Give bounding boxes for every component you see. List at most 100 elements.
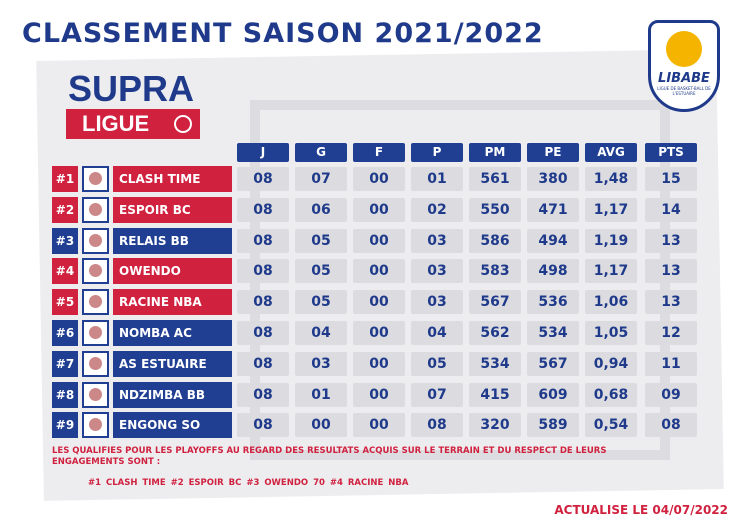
cell-pm: 550 <box>469 197 521 222</box>
cell-p: 02 <box>411 197 463 222</box>
table-row: #5 RACINE NBA 08 05 00 03 567 536 1,06 13 <box>52 289 712 316</box>
cell-g: 05 <box>295 290 347 315</box>
cell-j: 08 <box>237 259 289 284</box>
cell-avg: 1,19 <box>585 228 637 253</box>
cell-pts: 15 <box>645 167 697 191</box>
cell-j: 08 <box>237 382 289 407</box>
team-name: OWENDO <box>113 258 232 285</box>
team-logo-icon <box>82 350 109 377</box>
cell-j: 08 <box>237 167 289 191</box>
column-header-f: F <box>353 143 405 162</box>
qualified-teams: #1 CLASH TIME #2 ESPOIR BC #3 OWENDO 70 … <box>88 478 409 488</box>
cell-f: 00 <box>353 259 405 284</box>
cell-pm: 320 <box>469 413 521 438</box>
cell-pm: 567 <box>469 290 521 315</box>
rank-badge: #5 <box>52 289 78 316</box>
cell-g: 01 <box>295 382 347 407</box>
cell-p: 03 <box>411 259 463 284</box>
team-logo-icon <box>82 227 109 254</box>
table-row: #7 AS ESTUAIRE 08 03 00 05 534 567 0,94 11 <box>52 350 712 377</box>
cell-pe: 567 <box>527 351 579 376</box>
league-logo-title: SUPRA <box>68 68 195 109</box>
team-logo-icon <box>82 320 109 346</box>
cell-f: 00 <box>353 167 405 191</box>
cell-pe: 589 <box>527 413 579 438</box>
team-name: RELAIS BB <box>113 227 232 254</box>
cell-p: 07 <box>411 382 463 407</box>
rank-badge: #2 <box>52 196 78 223</box>
cell-p: 05 <box>411 351 463 376</box>
table-row: #4 OWENDO 08 05 00 03 583 498 1,17 13 <box>52 258 712 285</box>
cell-pts: 08 <box>645 413 697 438</box>
cell-pts: 13 <box>645 290 697 315</box>
table-row: #2 ESPOIR BC 08 06 00 02 550 471 1,17 14 <box>52 196 712 223</box>
team-name: AS ESTUAIRE <box>113 350 232 377</box>
cell-pe: 534 <box>527 321 579 345</box>
cell-j: 08 <box>237 321 289 345</box>
cell-j: 08 <box>237 197 289 222</box>
brand-name: LIBABE <box>658 71 710 86</box>
table-row: #3 RELAIS BB 08 05 00 03 586 494 1,19 13 <box>52 227 712 254</box>
basketball-icon <box>666 31 702 67</box>
cell-g: 05 <box>295 259 347 284</box>
cell-pts: 13 <box>645 259 697 284</box>
updated-date: ACTUALISE LE 04/07/2022 <box>554 503 728 517</box>
team-name: NDZIMBA BB <box>113 381 232 408</box>
cell-avg: 1,17 <box>585 259 637 284</box>
cell-p: 01 <box>411 167 463 191</box>
team-logo-icon <box>82 381 109 408</box>
cell-g: 05 <box>295 228 347 253</box>
team-logo-icon <box>82 258 109 285</box>
cell-p: 03 <box>411 228 463 253</box>
cell-f: 00 <box>353 228 405 253</box>
cell-pm: 562 <box>469 321 521 345</box>
team-name: CLASH TIME <box>113 166 232 192</box>
column-header-pts: PTS <box>645 143 697 162</box>
league-sub-label: LIGUE <box>82 111 150 136</box>
cell-pts: 12 <box>645 321 697 345</box>
cell-f: 00 <box>353 290 405 315</box>
cell-pm: 415 <box>469 382 521 407</box>
cell-avg: 1,05 <box>585 321 637 345</box>
table-row: #1 CLASH TIME 08 07 00 01 561 380 1,48 15 <box>52 166 712 192</box>
table-row: #6 NOMBA AC 08 04 00 04 562 534 1,05 12 <box>52 320 712 346</box>
column-header-g: G <box>295 143 347 162</box>
cell-j: 08 <box>237 290 289 315</box>
playoff-note: LES QUALIFIES POUR LES PLAYOFFS AU REGAR… <box>52 446 607 467</box>
team-logo-icon <box>82 196 109 223</box>
cell-pm: 561 <box>469 167 521 191</box>
column-header-pe: PE <box>527 143 579 162</box>
cell-p: 03 <box>411 290 463 315</box>
team-name: ESPOIR BC <box>113 196 232 223</box>
column-header-j: J <box>237 143 289 162</box>
team-logo-icon <box>82 166 109 192</box>
cell-pm: 586 <box>469 228 521 253</box>
cell-j: 08 <box>237 228 289 253</box>
table-row: #8 NDZIMBA BB 08 01 00 07 415 609 0,68 09 <box>52 381 712 408</box>
team-name: RACINE NBA <box>113 289 232 316</box>
cell-p: 08 <box>411 413 463 438</box>
page-title: CLASSEMENT SAISON 2021/2022 <box>22 18 544 49</box>
cell-avg: 0,54 <box>585 413 637 438</box>
cell-j: 08 <box>237 413 289 438</box>
cell-pe: 494 <box>527 228 579 253</box>
table-row: #9 ENGONG SO 08 00 00 08 320 589 0,54 08 <box>52 412 712 439</box>
team-name: NOMBA AC <box>113 320 232 346</box>
rank-badge: #1 <box>52 166 78 192</box>
cell-pts: 14 <box>645 197 697 222</box>
column-header-avg: AVG <box>585 143 637 162</box>
team-name: ENGONG SO <box>113 412 232 439</box>
league-logo-sub: LIGUE <box>66 109 200 139</box>
cell-pe: 498 <box>527 259 579 284</box>
cell-pe: 380 <box>527 167 579 191</box>
cell-avg: 1,06 <box>585 290 637 315</box>
rank-badge: #6 <box>52 320 78 346</box>
rank-badge: #3 <box>52 227 78 254</box>
cell-pe: 609 <box>527 382 579 407</box>
cell-pm: 534 <box>469 351 521 376</box>
cell-j: 08 <box>237 351 289 376</box>
basketball-icon <box>174 115 192 133</box>
cell-pts: 09 <box>645 382 697 407</box>
cell-g: 06 <box>295 197 347 222</box>
cell-f: 00 <box>353 351 405 376</box>
